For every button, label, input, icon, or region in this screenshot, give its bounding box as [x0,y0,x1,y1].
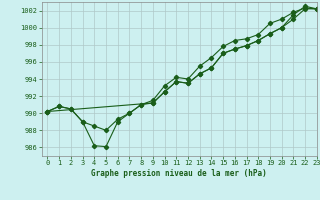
X-axis label: Graphe pression niveau de la mer (hPa): Graphe pression niveau de la mer (hPa) [91,169,267,178]
